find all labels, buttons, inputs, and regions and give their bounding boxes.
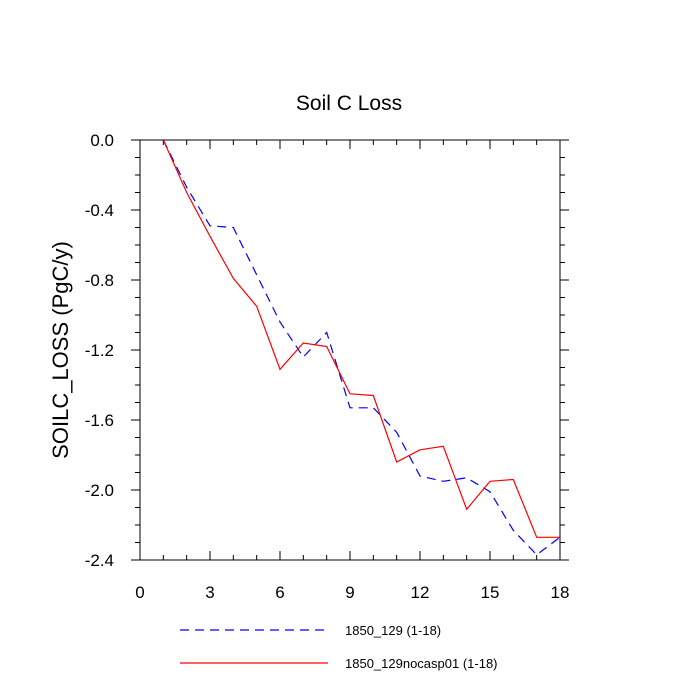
axis-ticks: 0 3 6 9 12 15 18 0.0 -0.4 -0.8 -1.2 -1.6 -2.0 -2.4: [85, 131, 570, 602]
y-tick-label: -0.4: [85, 201, 114, 220]
x-tick-label: 0: [135, 583, 144, 602]
plot-frame: [139, 139, 561, 561]
y-axis-label: SOILC_LOSS (PgC/y): [48, 241, 73, 459]
series-line-1: [162, 139, 561, 556]
y-tick-label: 0.0: [90, 131, 114, 150]
chart-title: Soil C Loss: [296, 92, 402, 115]
x-tick-label: 12: [411, 583, 430, 602]
legend-label-2: 1850_129nocasp01 (1-18): [345, 656, 498, 671]
series-lines: [162, 139, 561, 556]
x-tick-label: 15: [481, 583, 500, 602]
x-tick-label: 18: [551, 583, 570, 602]
x-tick-label: 9: [345, 583, 354, 602]
series-line-2: [162, 139, 560, 538]
legend-label-1: 1850_129 (1-18): [345, 623, 441, 638]
y-tick-label: -1.6: [85, 411, 114, 430]
y-tick-label: -2.4: [85, 551, 114, 570]
y-tick-label: -2.0: [85, 481, 114, 500]
legend: 1850_129 (1-18) 1850_129nocasp01 (1-18): [180, 623, 498, 671]
x-tick-label: 3: [205, 583, 214, 602]
x-tick-label: 6: [275, 583, 284, 602]
y-tick-label: -0.8: [85, 271, 114, 290]
y-tick-label: -1.2: [85, 341, 114, 360]
